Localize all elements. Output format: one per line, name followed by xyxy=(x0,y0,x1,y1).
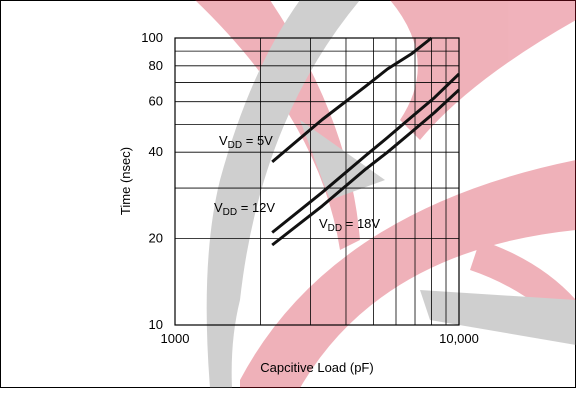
y-tick-label: 20 xyxy=(149,231,163,246)
series-label-12v-text: VDD = 12V xyxy=(214,200,275,218)
tick-labels: 10 20 40 60 80 100 1000 10,000 xyxy=(141,30,479,346)
series-label-18v: VDD = 18V xyxy=(319,216,380,234)
watermark-red-swoosh-right xyxy=(390,0,576,140)
watermark-gray-triangle xyxy=(300,120,385,200)
x-tick-label: 10,000 xyxy=(439,331,479,346)
y-tick-label: 40 xyxy=(149,144,163,159)
series-label-18v-text: VDD = 18V xyxy=(319,216,380,234)
x-tick-label: 1000 xyxy=(161,331,190,346)
y-axis-label: Time (nsec) xyxy=(118,147,133,215)
watermark-gray-arc xyxy=(206,0,360,388)
x-axis-label: Capcitive Load (pF) xyxy=(260,360,373,375)
watermark xyxy=(195,0,576,388)
series-line-12v xyxy=(271,72,461,234)
series-label-5v: VDD = 5V xyxy=(219,133,273,151)
series-line-5v xyxy=(271,36,433,164)
watermark-red-swoosh-top xyxy=(195,0,360,250)
series-label-12v: VDD = 12V xyxy=(214,200,275,218)
watermark-red-swoosh-middle xyxy=(240,160,576,388)
y-tick-label: 60 xyxy=(149,94,163,109)
y-tick-label: 80 xyxy=(149,58,163,73)
plot-area xyxy=(174,37,460,326)
y-tick-label: 100 xyxy=(141,30,163,45)
series-label-5v-text: VDD = 5V xyxy=(219,133,273,151)
series-line-18v xyxy=(271,88,461,247)
series-lines xyxy=(271,36,461,247)
watermark-red-swoosh-bottom xyxy=(470,240,576,340)
y-tick-label: 10 xyxy=(149,317,163,332)
